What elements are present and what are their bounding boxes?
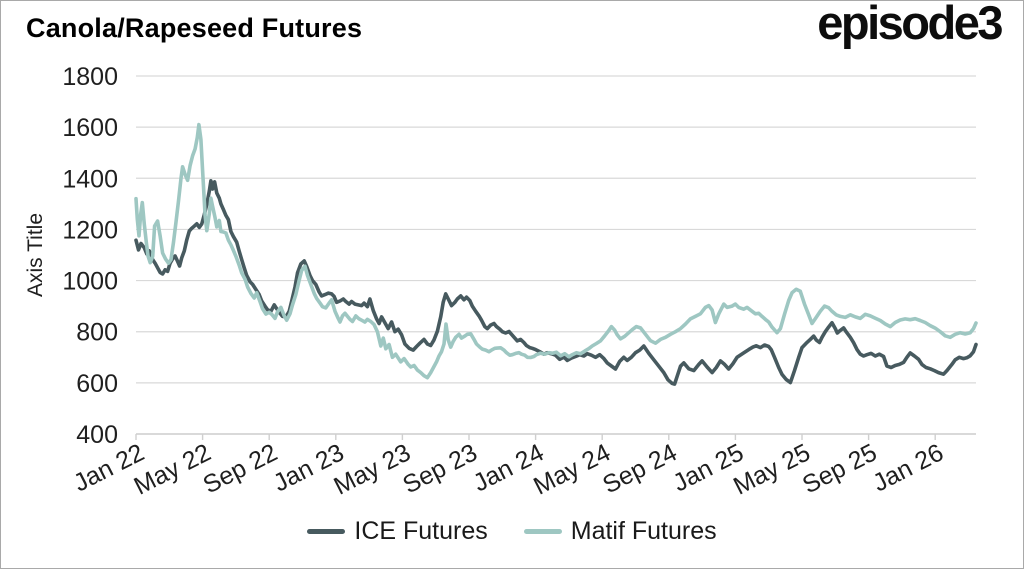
legend-label-ice: ICE Futures	[354, 517, 488, 545]
y-tick-label: 1800	[62, 63, 118, 91]
legend-item-matif[interactable]: Matif Futures	[523, 517, 717, 546]
series-line-matif-futures	[134, 122, 978, 380]
series-line-ice-futures	[134, 179, 978, 386]
legend-label-matif: Matif Futures	[570, 517, 717, 545]
chart-legend: ICE Futures Matif Futures	[1, 517, 1023, 546]
y-tick-label: 800	[76, 319, 118, 347]
matif-line-swatch-icon	[523, 529, 562, 534]
y-axis-title: Axis Title	[24, 213, 47, 297]
x-tick-label: Sep 24	[598, 438, 681, 499]
x-tick-label: Jan 26	[868, 438, 948, 497]
x-tick-label: May 24	[529, 438, 615, 500]
ice-line-swatch-icon	[307, 529, 346, 534]
y-tick-label: 1600	[62, 114, 118, 142]
y-tick-label: 1400	[62, 165, 118, 193]
x-tick-label: Sep 25	[798, 438, 881, 499]
x-tick-label: May 25	[729, 438, 815, 500]
y-tick-label: 1000	[62, 268, 118, 296]
page-title: Canola/Rapeseed Futures	[26, 13, 363, 43]
y-tick-label: 1200	[62, 216, 118, 244]
x-tick-label: Sep 22	[199, 438, 282, 499]
legend-item-ice[interactable]: ICE Futures	[307, 517, 488, 546]
y-tick-label: 600	[76, 370, 118, 398]
episode3-logo: episode3	[817, 0, 1003, 49]
y-tick-label: 400	[76, 421, 118, 449]
x-tick-label: May 23	[329, 438, 415, 500]
x-tick-label: May 22	[130, 438, 216, 500]
x-tick-label: Sep 23	[398, 438, 481, 499]
